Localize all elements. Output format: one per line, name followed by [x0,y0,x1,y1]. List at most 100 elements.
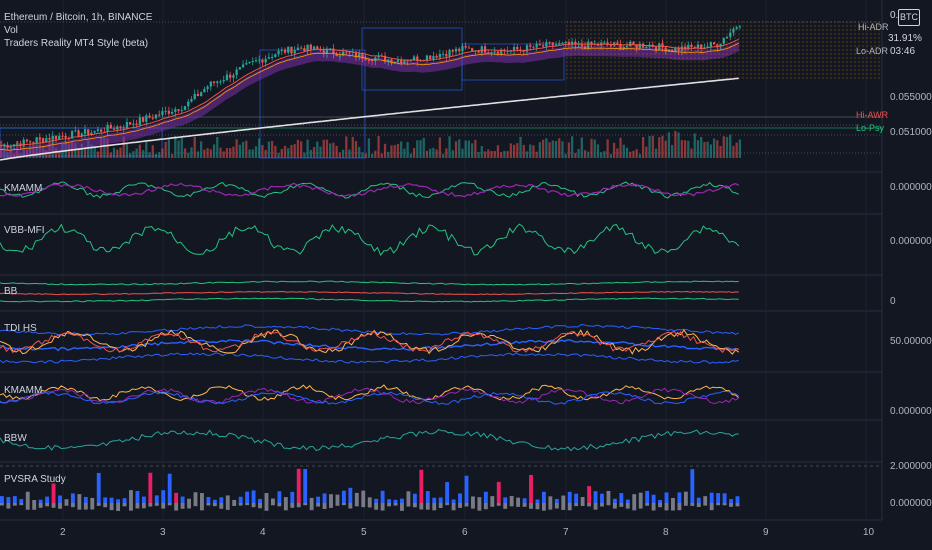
candle-body [270,56,274,58]
pvsra-bar [58,495,62,503]
volume-bar [335,145,338,158]
pvsra-neg-bar [316,503,321,507]
pvsra-bar [251,490,256,503]
pvsra-bar [567,491,572,503]
pvsra-neg-bar [32,503,37,510]
volume-bar [729,134,732,158]
pvsra-bar [6,497,11,503]
candle-body [303,48,306,52]
ema-mid [0,42,739,151]
pvsra-bar [671,497,675,503]
pvsra-bar [329,494,333,503]
volume-bar [496,145,500,158]
volume-bar [400,141,403,158]
pane-label-pvsra[interactable]: PVSRA Study [4,474,66,485]
candle-body [503,49,506,51]
pvsra-bar [277,491,282,503]
volume-bar [180,137,183,158]
volume-bar [612,142,616,158]
pvsra-neg-bar [367,503,372,508]
pvsra-neg-bar [232,503,237,506]
pvsra-bar [425,491,430,503]
volume-bar [438,137,442,158]
pvsra-bar [19,499,24,503]
pvsra-neg-bar [645,503,650,506]
pvsra-bar [193,492,198,503]
candle-body [70,131,74,139]
pvsra-neg-bar [70,503,75,508]
volume-bar [645,146,648,158]
hi-adr-tag: Hi-ADR [858,22,889,32]
candle-body [90,132,93,135]
x-tick-label: 3 [160,527,166,538]
candle-body [280,49,283,51]
pvsra-neg-bar [225,503,230,510]
volume-bar [606,139,609,158]
volume-bar [296,139,300,158]
candle-body [435,55,438,58]
traders-reality-indicator-label[interactable]: Traders Reality MT4 Style (beta) [4,38,149,49]
candle-body [603,42,606,44]
candle-body [35,137,38,143]
pane-label-bb[interactable]: BB [4,286,18,297]
pvsra-neg-bar [548,503,553,510]
volume-bar [374,150,377,158]
candle-body [548,42,551,44]
pane-label-bbw[interactable]: BBW [4,433,27,444]
pvsra-bar [709,492,714,503]
candle-body [674,47,677,52]
candle-body [61,135,64,137]
candle-body [532,46,535,48]
pvsra-bar [296,468,301,503]
candle-body [167,110,171,114]
candle-body [251,60,254,62]
pvsra-neg-bar [283,503,288,511]
volume-bar [416,140,419,158]
volume-bar [96,151,100,158]
candle-body [25,139,29,142]
pvsra-bar [232,499,237,503]
candle-body [596,43,600,46]
pvsra-neg-bar [129,503,133,511]
pvsra-neg-bar [464,503,469,507]
candle-body [616,42,619,44]
volume-bar [651,135,654,158]
tdi-signal [0,330,739,354]
candle-body [209,81,212,87]
volume-bar [93,147,96,158]
candle-body [454,48,458,52]
symbol-title[interactable]: Ethereum / Bitcoin, 1h, BINANCE [4,12,153,23]
candle-body [335,53,338,57]
pane-label-tdi[interactable]: TDI HS [4,323,37,334]
candle-body [706,46,709,48]
pvsra-bar [341,490,346,503]
pvsra-bar [38,499,43,503]
volume-bar [577,148,580,158]
volume-bar [100,137,103,158]
volume-bar [141,150,145,158]
candle-body [358,52,361,58]
pvsra-bar [148,472,153,503]
candle-body [519,49,522,51]
volume-bar [241,141,245,158]
volume-bar [280,148,283,158]
pvsra-neg-bar [354,503,359,507]
pvsra-neg-bar [212,503,217,507]
pane-label-vbb-mfi[interactable]: VBB-MFI [4,225,45,236]
candle-body [403,60,406,63]
candle-body [119,126,122,128]
candle-body [345,51,348,53]
candle-body [96,129,100,132]
volume-bar [406,142,409,158]
candle-body [700,44,703,50]
pane-label-kmamm-2[interactable]: KMAMM [4,385,43,396]
candle-body [400,59,403,63]
volume-bar [635,149,638,158]
pvsra-bar [612,498,617,503]
candle-body [425,55,429,62]
candle-body [196,93,200,96]
volume-bar [551,140,554,158]
pane-label-kmamm[interactable]: KMAMM [4,183,43,194]
candle-body [125,122,129,128]
volume-indicator-label[interactable]: Vol [4,25,18,36]
